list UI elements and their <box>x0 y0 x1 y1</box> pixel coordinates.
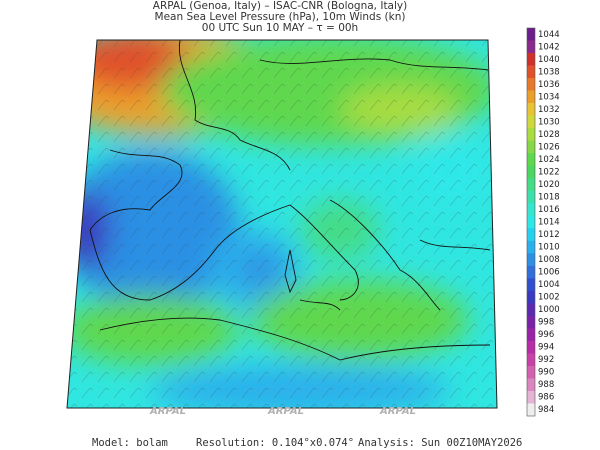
colorbar-label: 1034 <box>538 92 560 102</box>
colorbar-swatch <box>527 390 535 404</box>
colorbar-swatch <box>527 165 535 179</box>
colorbar-label: 1026 <box>538 142 560 152</box>
colorbar-swatch <box>527 265 535 279</box>
colorbar-swatch <box>527 253 535 267</box>
colorbar-label: 1000 <box>538 305 560 315</box>
colorbar-label: 996 <box>538 330 554 340</box>
colorbar-swatch <box>527 315 535 329</box>
colorbar-swatch <box>527 290 535 304</box>
colorbar-swatch <box>527 215 535 229</box>
colorbar-label: 1020 <box>538 180 560 190</box>
colorbar-label: 1018 <box>538 192 560 202</box>
colorbar-swatch <box>527 403 535 417</box>
colorbar-label: 1038 <box>538 67 560 77</box>
colorbar-label: 1044 <box>538 30 560 40</box>
colorbar: 1044 1042 1040 1038 1036 1034 1032 1030 1028 1026… <box>526 27 560 417</box>
colorbar-swatch <box>527 140 535 154</box>
colorbar-label: 1008 <box>538 255 560 265</box>
colorbar-label: 1042 <box>538 42 560 52</box>
colorbar-swatch <box>527 240 535 254</box>
colorbar-swatch <box>527 178 535 192</box>
colorbar-label: 998 <box>538 318 554 328</box>
colorbar-label: 988 <box>538 380 554 390</box>
watermark: ARPAL <box>267 406 304 417</box>
colorbar-swatch <box>527 353 535 367</box>
colorbar-label: 1012 <box>538 230 560 240</box>
colorbar-swatch <box>527 365 535 379</box>
colorbar-label: 1002 <box>538 293 560 303</box>
header-line: ARPAL (Genoa, Italy) – ISAC-CNR (Bologna… <box>153 0 407 12</box>
colorbar-swatch <box>527 328 535 342</box>
colorbar-swatch <box>527 303 535 317</box>
colorbar-label: 1036 <box>538 80 560 90</box>
map-frame <box>66 39 498 409</box>
colorbar-swatch <box>527 153 535 166</box>
colorbar-swatch <box>527 78 535 91</box>
header-line: Mean Sea Level Pressure (hPa), 10m Winds… <box>155 11 406 23</box>
colorbar-frame <box>526 27 536 417</box>
colorbar-label: 994 <box>538 343 554 353</box>
colorbar-label: 1024 <box>538 155 560 165</box>
colorbar-swatch <box>527 378 535 392</box>
footer-model: Model: bolam <box>92 437 168 449</box>
colorbar-swatch <box>527 340 535 354</box>
colorbar-label: 1028 <box>538 130 560 140</box>
colorbar-label: 1032 <box>538 105 560 115</box>
colorbar-swatch <box>527 28 535 41</box>
footer-analysis: Analysis: Sun 00Z10MAY2026 <box>358 437 522 449</box>
colorbar-label: 1014 <box>538 218 560 228</box>
footer-resolution: Resolution: 0.104°x0.074° <box>196 437 354 449</box>
colorbar-label: 1010 <box>538 243 560 253</box>
pressure-map <box>67 40 497 408</box>
colorbar-label: 1004 <box>538 280 560 290</box>
colorbar-swatch <box>527 203 535 217</box>
colorbar-swatch <box>527 128 535 141</box>
colorbar-swatch <box>527 40 535 54</box>
colorbar-label: 984 <box>538 405 554 415</box>
colorbar-swatch <box>527 115 535 129</box>
colorbar-swatch <box>527 65 535 79</box>
watermark: ARPAL <box>379 406 416 417</box>
colorbar-swatch <box>527 90 535 104</box>
colorbar-swatch <box>527 278 535 292</box>
colorbar-label: 990 <box>538 368 554 378</box>
watermark: ARPAL <box>149 406 186 417</box>
colorbar-swatch <box>527 228 535 242</box>
coastlines <box>89 40 491 361</box>
colorbar-label: 1022 <box>538 167 560 177</box>
header-line: 00 UTC Sun 10 MAY – τ = 00h <box>202 22 358 34</box>
colorbar-swatch <box>527 53 535 66</box>
colorbar-label: 1040 <box>538 55 560 65</box>
colorbar-label: 986 <box>538 393 554 403</box>
colorbar-label: 1006 <box>538 268 560 278</box>
colorbar-swatch <box>527 190 535 204</box>
colorbar-swatch <box>527 103 535 116</box>
colorbar-label: 1016 <box>538 205 560 215</box>
colorbar-label: 992 <box>538 355 554 365</box>
colorbar-label: 1030 <box>538 117 560 127</box>
